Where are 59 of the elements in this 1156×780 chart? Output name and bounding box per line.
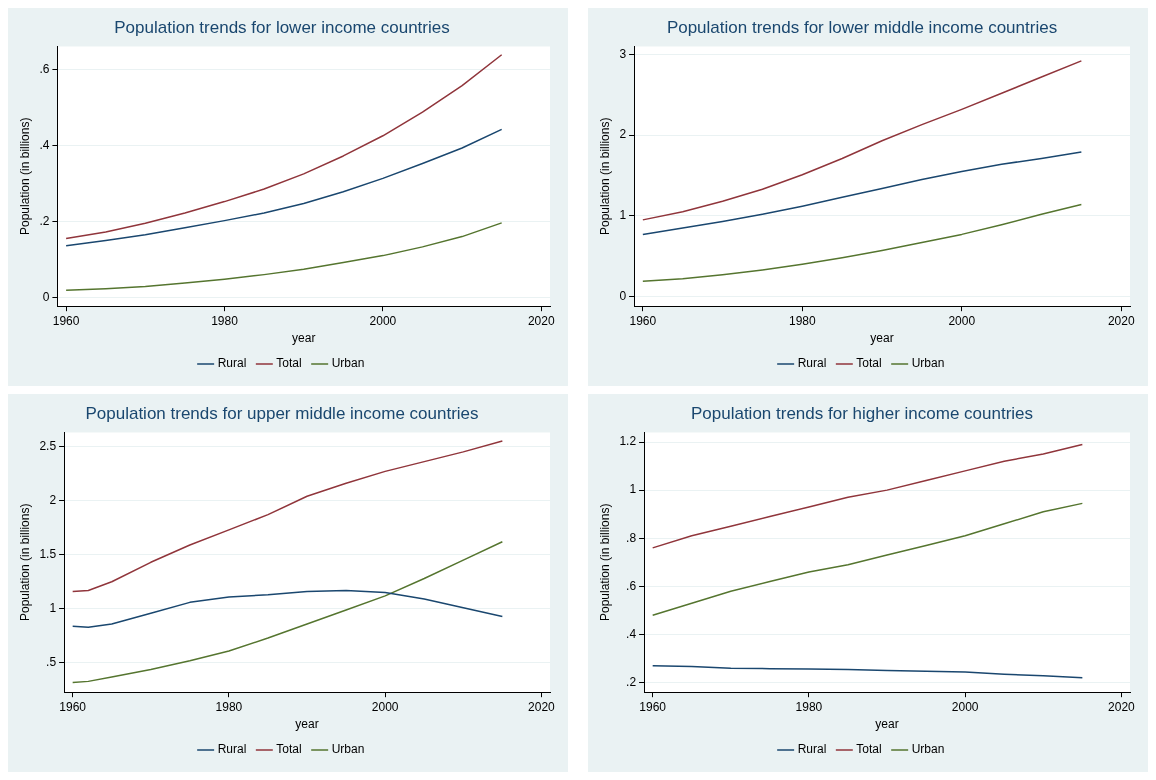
y-tick-label: .6 bbox=[626, 578, 637, 593]
y-tick-label: 1 bbox=[49, 601, 57, 616]
y-tick-label: 1.5 bbox=[39, 547, 57, 562]
legend-label: Total bbox=[276, 742, 302, 757]
legend-label: Rural bbox=[797, 742, 827, 757]
y-tick-label: 2 bbox=[619, 127, 627, 142]
chart-title: Population trends for upper middle income countries bbox=[85, 403, 479, 423]
y-tick-label: .6 bbox=[39, 61, 50, 76]
legend-label: Total bbox=[856, 742, 882, 757]
x-tick-label: 2000 bbox=[371, 699, 399, 714]
x-tick-label: 1960 bbox=[59, 699, 87, 714]
x-axis-title: year bbox=[292, 331, 316, 346]
x-tick-label: 2000 bbox=[948, 313, 976, 328]
chart-title: Population trends for lower income countries bbox=[114, 17, 450, 37]
y-tick-label: 2 bbox=[49, 492, 57, 507]
y-tick-label: .4 bbox=[626, 626, 637, 641]
x-tick-label: 2000 bbox=[951, 699, 979, 714]
y-tick-label: 0 bbox=[619, 288, 627, 303]
x-tick-label: 2020 bbox=[1107, 313, 1135, 328]
x-tick-label: 2020 bbox=[1108, 699, 1136, 714]
legend-label: Urban bbox=[331, 356, 365, 371]
y-tick-label: 3 bbox=[619, 46, 627, 61]
x-tick-label: 1980 bbox=[788, 313, 816, 328]
x-axis-title: year bbox=[870, 331, 894, 346]
legend-label: Urban bbox=[911, 742, 945, 757]
x-tick-label: 1980 bbox=[211, 313, 239, 328]
y-tick-label: 2.5 bbox=[39, 438, 57, 453]
chart-title: Population trends for higher income countries bbox=[690, 403, 1034, 423]
legend-label: Rural bbox=[797, 356, 827, 371]
x-tick-label: 2020 bbox=[527, 313, 555, 328]
legend-label: Urban bbox=[911, 356, 945, 371]
y-axis-title: Population (in billions) bbox=[17, 503, 32, 621]
y-tick-label: .4 bbox=[39, 137, 50, 152]
x-tick-label: 1980 bbox=[795, 699, 823, 714]
x-tick-label: 1960 bbox=[629, 313, 657, 328]
y-tick-label: .8 bbox=[626, 530, 637, 545]
legend-label: Total bbox=[276, 356, 302, 371]
x-tick-label: 2000 bbox=[369, 313, 397, 328]
x-axis-title: year bbox=[295, 717, 319, 732]
legend-label: Urban bbox=[331, 742, 365, 757]
chart-title: Population trends for lower middle income countries bbox=[666, 17, 1058, 37]
legend-label: Rural bbox=[217, 742, 247, 757]
x-axis-title: year bbox=[875, 717, 899, 732]
y-tick-label: .2 bbox=[626, 674, 637, 689]
x-tick-label: 1960 bbox=[639, 699, 667, 714]
legend-label: Total bbox=[856, 356, 882, 371]
x-tick-label: 1980 bbox=[215, 699, 243, 714]
y-tick-label: .5 bbox=[46, 655, 57, 670]
x-tick-label: 2020 bbox=[528, 699, 556, 714]
y-axis-title: Population (in billions) bbox=[17, 117, 32, 235]
y-tick-label: 1 bbox=[619, 208, 627, 223]
y-tick-label: 1.2 bbox=[619, 434, 637, 449]
y-tick-label: 1 bbox=[629, 482, 637, 497]
y-tick-label: .2 bbox=[39, 213, 50, 228]
legend-label: Rural bbox=[217, 356, 247, 371]
y-tick-label: 0 bbox=[42, 289, 50, 304]
x-tick-label: 1960 bbox=[52, 313, 80, 328]
y-axis-title: Population (in billions) bbox=[597, 503, 612, 621]
y-axis-title: Population (in billions) bbox=[597, 117, 612, 235]
